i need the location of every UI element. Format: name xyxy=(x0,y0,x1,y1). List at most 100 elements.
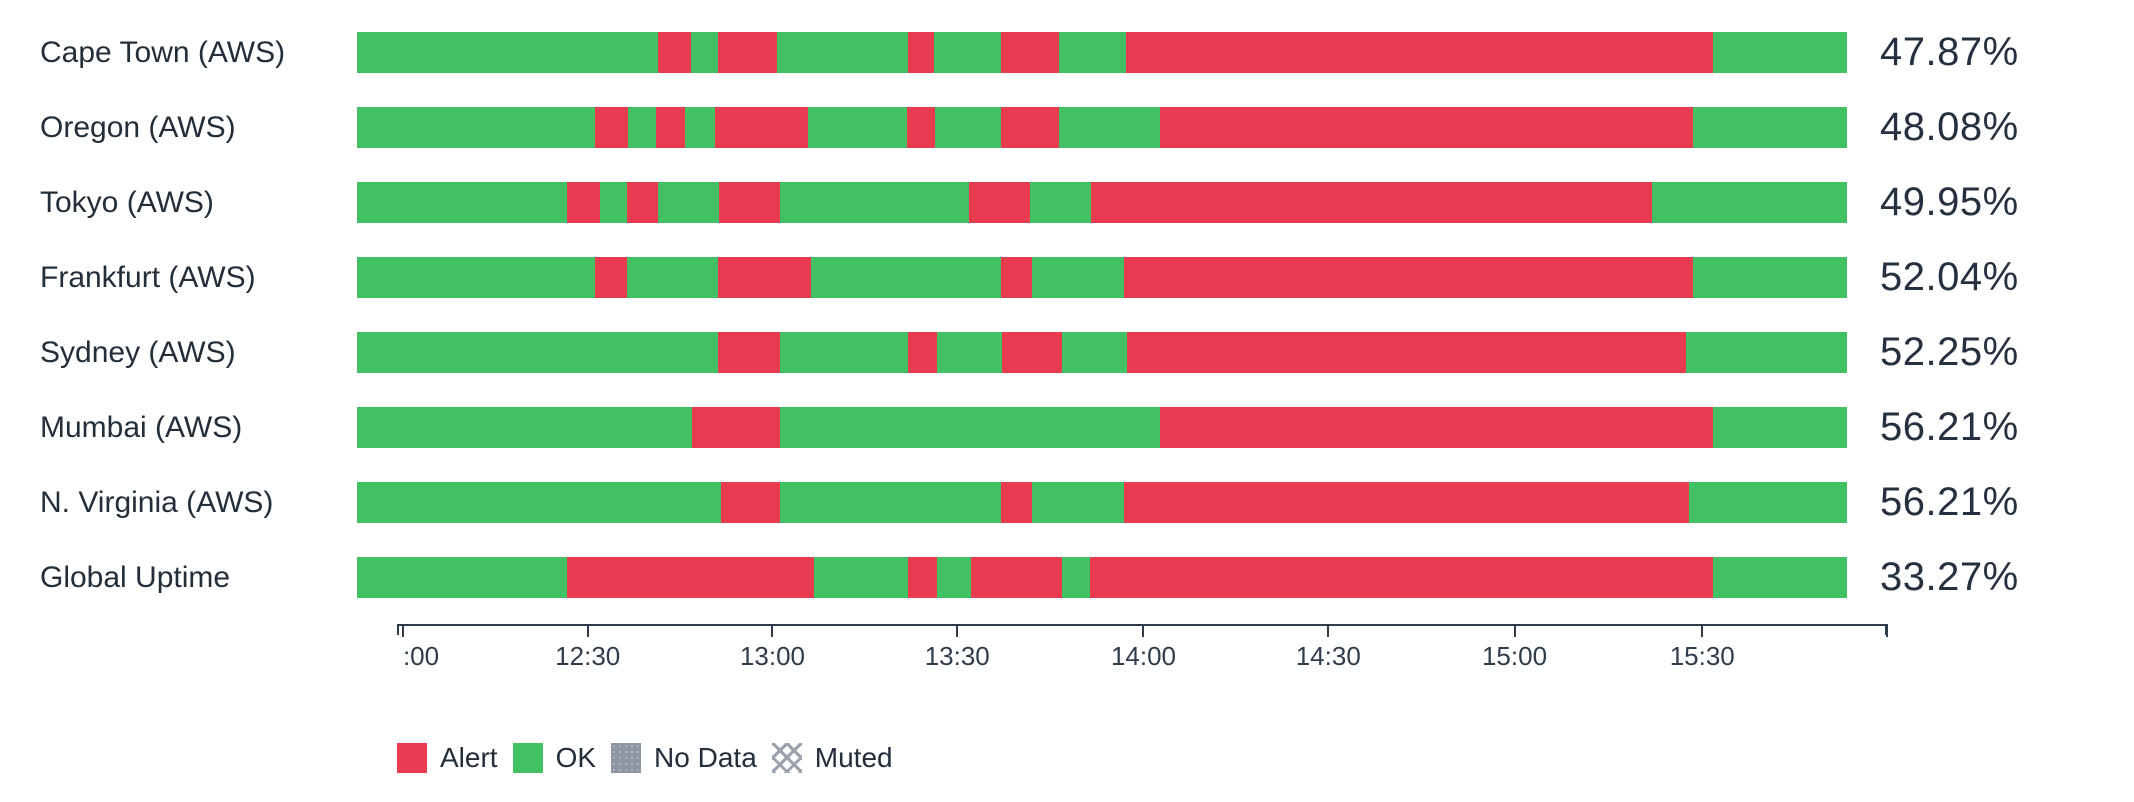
legend: Alert OK No Data Muted xyxy=(397,742,2134,774)
status-segment-ok[interactable] xyxy=(357,407,693,448)
row-label: Tokyo (AWS) xyxy=(40,186,214,219)
status-segment-alert[interactable] xyxy=(1124,482,1690,523)
status-segment-ok[interactable] xyxy=(777,32,909,73)
status-segment-alert[interactable] xyxy=(1000,482,1032,523)
status-segment-alert[interactable] xyxy=(714,107,809,148)
status-segment-ok[interactable] xyxy=(357,332,718,373)
status-segment-ok[interactable] xyxy=(780,407,1161,448)
status-segment-alert[interactable] xyxy=(970,557,1062,598)
status-segment-ok[interactable] xyxy=(935,107,1001,148)
status-segment-ok[interactable] xyxy=(628,107,657,148)
status-segment-alert[interactable] xyxy=(656,107,685,148)
status-segment-ok[interactable] xyxy=(357,182,568,223)
status-segment-alert[interactable] xyxy=(717,32,778,73)
status-segment-alert[interactable] xyxy=(1000,107,1059,148)
axis-tick-label: 13:30 xyxy=(924,641,990,671)
status-segment-alert[interactable] xyxy=(969,182,1031,223)
status-segment-ok[interactable] xyxy=(1693,257,1847,298)
status-segment-ok[interactable] xyxy=(1651,182,1847,223)
uptime-percent: 56.21% xyxy=(1880,480,2019,524)
status-segment-ok[interactable] xyxy=(936,332,1003,373)
uptime-row: Frankfurt (AWS) 52.04% xyxy=(0,255,2134,299)
axis-tick xyxy=(586,624,589,637)
status-segment-alert[interactable] xyxy=(567,182,600,223)
uptime-row: Tokyo (AWS) 49.95% xyxy=(0,180,2134,224)
axis-tick xyxy=(1886,624,1888,637)
status-segment-ok[interactable] xyxy=(357,107,596,148)
status-segment-ok[interactable] xyxy=(936,557,971,598)
status-segment-ok[interactable] xyxy=(780,332,909,373)
status-segment-alert[interactable] xyxy=(1127,332,1687,373)
status-segment-alert[interactable] xyxy=(719,182,781,223)
row-label: Oregon (AWS) xyxy=(40,111,236,144)
uptime-row: Sydney (AWS) 52.25% xyxy=(0,330,2134,374)
status-segment-ok[interactable] xyxy=(1031,482,1125,523)
status-segment-ok[interactable] xyxy=(1689,482,1847,523)
legend-item-muted[interactable]: Muted xyxy=(771,742,893,774)
status-bar xyxy=(357,332,1847,373)
status-segment-alert[interactable] xyxy=(1000,32,1059,73)
status-segment-ok[interactable] xyxy=(626,257,718,298)
status-segment-alert[interactable] xyxy=(717,257,812,298)
uptime-row: Mumbai (AWS) 56.21% xyxy=(0,405,2134,449)
status-segment-ok[interactable] xyxy=(1712,557,1847,598)
status-segment-ok[interactable] xyxy=(357,32,658,73)
legend-item-alert[interactable]: Alert xyxy=(397,742,498,774)
status-segment-ok[interactable] xyxy=(814,557,909,598)
status-segment-ok[interactable] xyxy=(1061,332,1128,373)
uptime-row: Cape Town (AWS) 47.87% xyxy=(0,30,2134,74)
status-segment-ok[interactable] xyxy=(357,482,721,523)
status-segment-ok[interactable] xyxy=(1693,107,1847,148)
status-segment-ok[interactable] xyxy=(1712,32,1847,73)
uptime-percent: 49.95% xyxy=(1880,180,2019,224)
status-bar xyxy=(357,182,1847,223)
status-segment-alert[interactable] xyxy=(1090,557,1713,598)
status-segment-alert[interactable] xyxy=(1000,257,1032,298)
status-segment-ok[interactable] xyxy=(933,32,1001,73)
status-segment-ok[interactable] xyxy=(1030,182,1092,223)
legend-label: No Data xyxy=(654,742,757,773)
status-segment-ok[interactable] xyxy=(1031,257,1125,298)
status-segment-ok[interactable] xyxy=(1712,407,1847,448)
status-segment-ok[interactable] xyxy=(808,107,907,148)
status-segment-alert[interactable] xyxy=(906,107,936,148)
status-segment-alert[interactable] xyxy=(720,482,781,523)
axis-tick xyxy=(401,624,404,637)
status-segment-ok[interactable] xyxy=(357,557,568,598)
status-segment-alert[interactable] xyxy=(1124,257,1694,298)
status-segment-alert[interactable] xyxy=(1091,182,1652,223)
status-segment-alert[interactable] xyxy=(567,557,815,598)
status-segment-ok[interactable] xyxy=(780,482,1001,523)
status-segment-alert[interactable] xyxy=(595,257,627,298)
status-segment-ok[interactable] xyxy=(657,182,720,223)
status-segment-alert[interactable] xyxy=(657,32,691,73)
status-segment-alert[interactable] xyxy=(1125,32,1713,73)
status-segment-alert[interactable] xyxy=(1160,107,1694,148)
row-label: Mumbai (AWS) xyxy=(40,411,243,444)
status-segment-ok[interactable] xyxy=(780,182,970,223)
legend-item-ok[interactable]: OK xyxy=(512,742,597,774)
status-segment-alert[interactable] xyxy=(595,107,629,148)
status-segment-ok[interactable] xyxy=(811,257,1001,298)
legend-label: Alert xyxy=(440,742,498,773)
status-segment-alert[interactable] xyxy=(1160,407,1713,448)
status-segment-ok[interactable] xyxy=(357,257,596,298)
status-segment-alert[interactable] xyxy=(692,407,781,448)
uptime-row: N. Virginia (AWS) 56.21% xyxy=(0,480,2134,524)
status-segment-ok[interactable] xyxy=(690,32,718,73)
status-segment-ok[interactable] xyxy=(684,107,715,148)
status-segment-ok[interactable] xyxy=(1058,107,1160,148)
status-segment-alert[interactable] xyxy=(908,332,937,373)
status-segment-ok[interactable] xyxy=(1686,332,1847,373)
status-segment-ok[interactable] xyxy=(599,182,627,223)
status-segment-alert[interactable] xyxy=(908,557,937,598)
legend-item-nodata[interactable]: No Data xyxy=(611,742,757,774)
status-segment-alert[interactable] xyxy=(1002,332,1062,373)
status-bar xyxy=(357,482,1847,523)
legend-label: OK xyxy=(555,742,597,773)
status-segment-alert[interactable] xyxy=(717,332,781,373)
status-segment-alert[interactable] xyxy=(908,32,934,73)
status-segment-ok[interactable] xyxy=(1061,557,1090,598)
status-segment-alert[interactable] xyxy=(626,182,658,223)
status-segment-ok[interactable] xyxy=(1058,32,1126,73)
